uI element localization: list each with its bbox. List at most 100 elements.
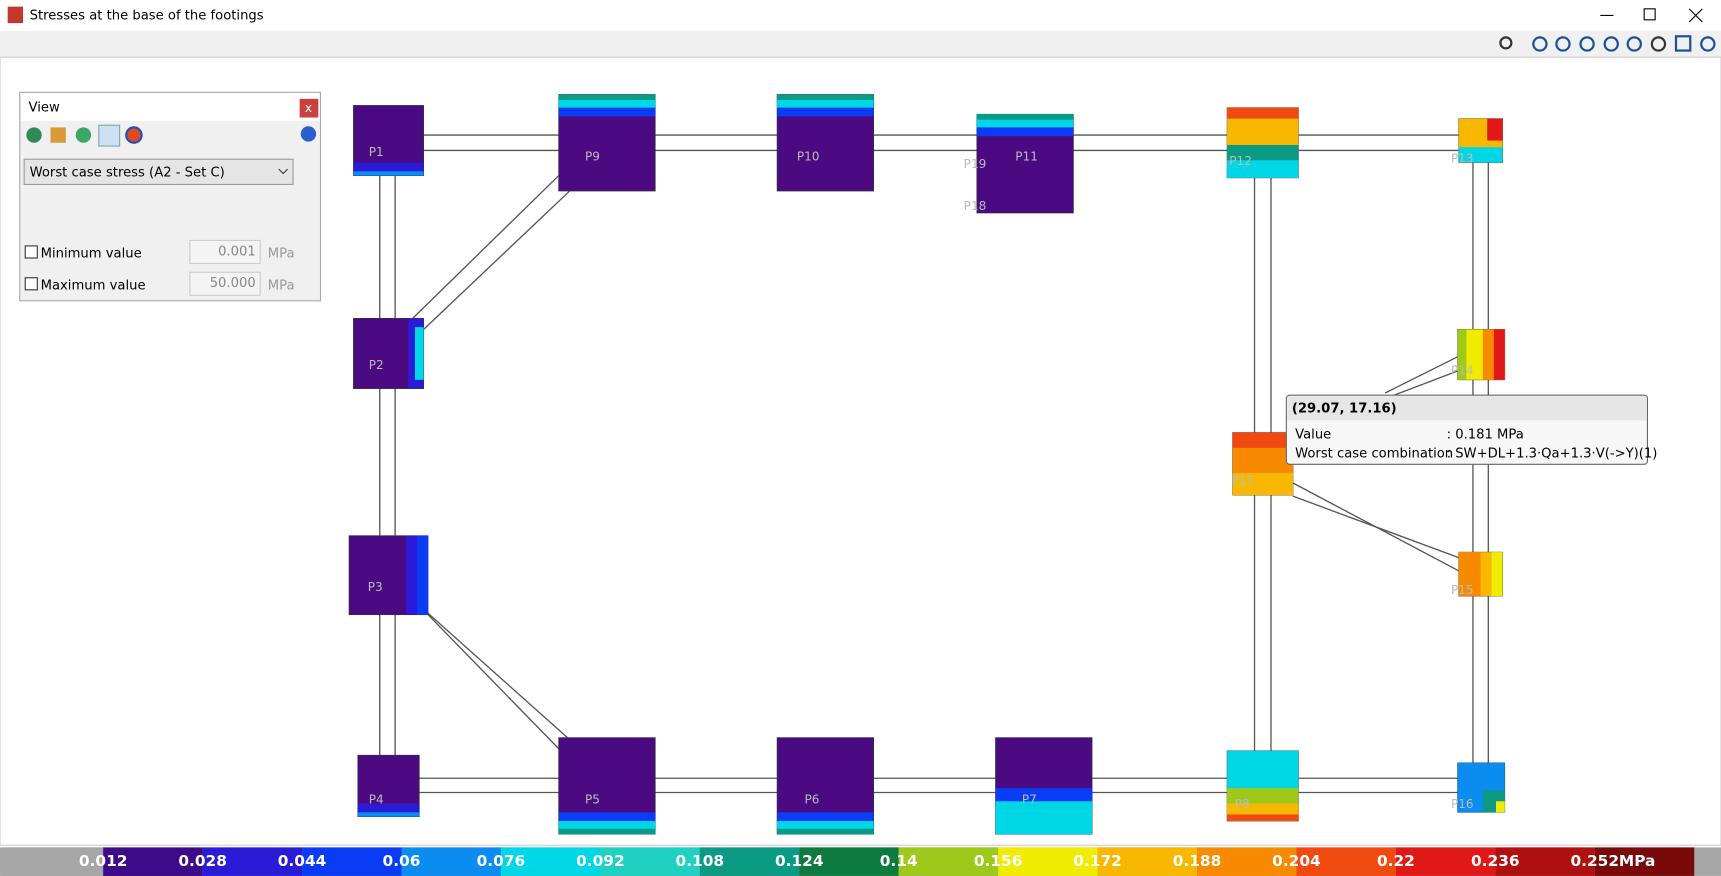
beam bbox=[412, 175, 560, 319]
footing-label: P11 bbox=[1015, 150, 1038, 164]
scale-segment bbox=[3, 847, 104, 876]
stress-band bbox=[558, 94, 656, 100]
tooltip-coords: (29.07, 17.16) bbox=[1292, 401, 1397, 416]
footing-label: P10 bbox=[797, 150, 820, 164]
scale-segment bbox=[500, 847, 601, 876]
scale-segment bbox=[1495, 847, 1595, 876]
scale-label: 0.028 bbox=[178, 852, 227, 870]
mode-dropdown-value[interactable]: Worst case stress (A2 - Set C) bbox=[30, 165, 225, 180]
panel-title: View bbox=[29, 101, 60, 116]
scale-label: 0.172 bbox=[1073, 852, 1122, 870]
tool-icon[interactable] bbox=[1579, 36, 1595, 52]
stress-band bbox=[417, 535, 429, 615]
tool-icon[interactable] bbox=[1674, 35, 1692, 52]
maximum-unit: MPa bbox=[268, 278, 295, 293]
scale-label: 0.204 bbox=[1272, 852, 1321, 870]
footing-label: P15 bbox=[1451, 583, 1474, 597]
view-icon-selected[interactable] bbox=[98, 124, 121, 147]
footing-label: P16 bbox=[1451, 797, 1474, 811]
beam bbox=[423, 189, 572, 330]
panel-close-label[interactable]: x bbox=[305, 101, 312, 115]
stress-band bbox=[1495, 801, 1505, 813]
panel-frame bbox=[19, 91, 322, 302]
stress-band bbox=[1227, 160, 1299, 178]
close-button[interactable] bbox=[1688, 8, 1703, 23]
beam bbox=[414, 601, 568, 739]
tooltip-value: : 0.181 MPa bbox=[1447, 428, 1524, 443]
tool-icon[interactable] bbox=[1532, 36, 1548, 52]
scale-segment bbox=[1097, 847, 1198, 876]
tooltip: (29.07, 17.16) Value : 0.181 MPa Worst c… bbox=[1285, 394, 1657, 465]
scale-segment bbox=[202, 847, 303, 876]
stress-band bbox=[1232, 473, 1293, 496]
color-scale: 0.012 0.028 0.044 0.06 0.076 0.092 0.108 0.124 0… bbox=[3, 847, 1695, 876]
panel-close[interactable] bbox=[299, 98, 319, 118]
view-icon[interactable] bbox=[125, 126, 143, 144]
tool-icon[interactable] bbox=[1626, 36, 1642, 52]
view-icon[interactable] bbox=[26, 127, 42, 143]
maximum-input-value[interactable]: 50.000 bbox=[210, 276, 256, 291]
maximum-label[interactable]: Maximum value bbox=[41, 278, 146, 293]
scale-segment bbox=[998, 847, 1098, 876]
tool-icon[interactable] bbox=[1555, 36, 1571, 52]
footing-label: P1 bbox=[369, 145, 384, 159]
maximum-checkbox[interactable] bbox=[24, 277, 38, 291]
minimum-input[interactable] bbox=[189, 239, 261, 265]
stress-band bbox=[1227, 814, 1299, 822]
maximize-button[interactable] bbox=[1643, 8, 1656, 21]
footing-label: P2 bbox=[369, 358, 384, 372]
scale-unit: MPa bbox=[1619, 852, 1656, 870]
beam bbox=[1292, 495, 1459, 559]
scale-label: 0.124 bbox=[775, 852, 824, 870]
footing-label: P6 bbox=[805, 793, 820, 807]
scale-segment bbox=[1395, 847, 1496, 876]
stress-band bbox=[558, 828, 656, 835]
search-icon[interactable] bbox=[1499, 36, 1513, 50]
footing-label: P4 bbox=[369, 793, 384, 807]
scale-segment bbox=[699, 847, 800, 876]
scale-segment bbox=[1296, 847, 1396, 876]
view-panel: View x Worst case stress (A2 - Set C) Mi… bbox=[19, 91, 322, 302]
scale-label: 0.06 bbox=[383, 852, 421, 870]
footing-label: P17 bbox=[1231, 473, 1254, 487]
minimum-label[interactable]: Minimum value bbox=[41, 247, 142, 262]
minimum-checkbox[interactable] bbox=[24, 245, 38, 259]
footing-label: P8 bbox=[1235, 797, 1250, 811]
footing-label: P12 bbox=[1229, 154, 1252, 168]
scale-label: 0.156 bbox=[974, 852, 1023, 870]
footing-label: P5 bbox=[585, 793, 600, 807]
scale-segment bbox=[1197, 847, 1297, 876]
stress-band bbox=[1458, 552, 1481, 597]
tool-icon[interactable] bbox=[1603, 36, 1619, 52]
scale-label: 0.012 bbox=[79, 852, 128, 870]
view-icon[interactable] bbox=[50, 127, 66, 143]
stress-band bbox=[995, 801, 1093, 835]
maximum-input[interactable] bbox=[189, 271, 261, 296]
scale-label: 0.22 bbox=[1377, 852, 1415, 870]
footing-label: P13 bbox=[1451, 152, 1474, 166]
dropdown-arrow[interactable] bbox=[278, 168, 288, 175]
help-icon[interactable] bbox=[300, 126, 317, 142]
help-icon[interactable] bbox=[1700, 36, 1716, 52]
stress-band bbox=[777, 828, 874, 835]
minimum-unit: MPa bbox=[268, 247, 295, 262]
toolbar-icons bbox=[1499, 35, 1716, 52]
footings: P1 P9 P10 P11 P19 P18 P12 P13 P2 P14 P17 P3 P15 P4 P5 P… bbox=[348, 94, 1506, 835]
tooltip-key: Value bbox=[1295, 428, 1331, 443]
scale-label: 0.092 bbox=[576, 852, 625, 870]
scale-label: 0.252 bbox=[1570, 852, 1619, 870]
stress-band bbox=[1458, 147, 1503, 163]
scale-segment bbox=[302, 847, 402, 876]
scale-segment bbox=[898, 847, 999, 876]
stress-band bbox=[1491, 552, 1503, 597]
footing-label: P9 bbox=[585, 150, 600, 164]
scale-segment bbox=[600, 847, 700, 876]
pan-icon[interactable] bbox=[1650, 36, 1667, 52]
scale-segment bbox=[103, 847, 203, 876]
view-icon[interactable] bbox=[75, 127, 92, 143]
stress-band bbox=[976, 114, 1074, 120]
footing-label: P3 bbox=[368, 580, 383, 594]
mode-dropdown[interactable] bbox=[23, 158, 294, 186]
minimum-input-value[interactable]: 0.001 bbox=[218, 244, 256, 259]
stress-band bbox=[353, 171, 424, 176]
